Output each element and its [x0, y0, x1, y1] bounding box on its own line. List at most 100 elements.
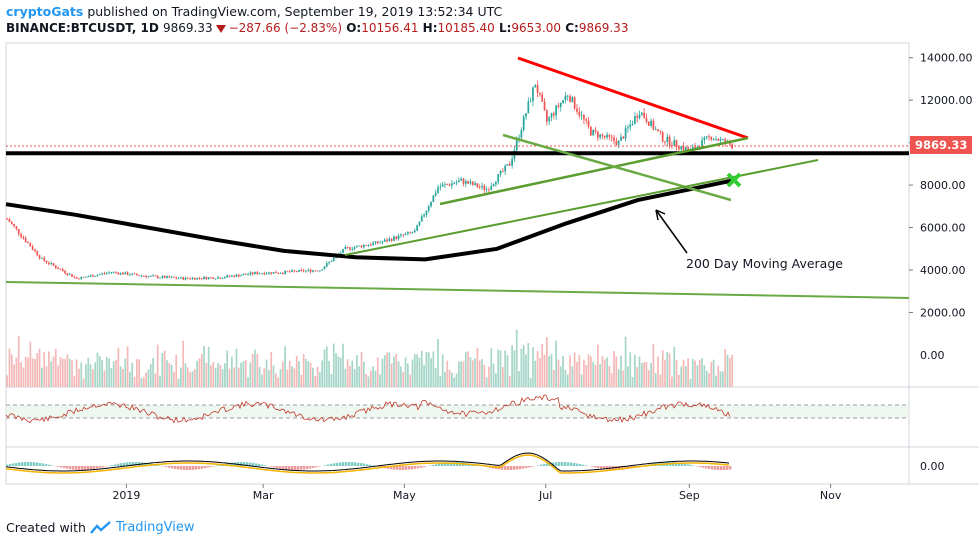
candle-body	[196, 277, 198, 280]
volume-bar	[214, 367, 217, 387]
candle-body	[455, 182, 458, 184]
volume-bar	[302, 353, 305, 387]
volume-bar	[710, 361, 713, 387]
candle-body	[483, 185, 486, 191]
volume-bar	[596, 344, 599, 387]
volume-bar	[515, 329, 518, 387]
candle-body	[490, 186, 493, 190]
candle-body	[369, 244, 372, 246]
macd-hist	[36, 462, 39, 466]
candle-body	[214, 278, 217, 280]
candle-body	[186, 277, 189, 279]
macd-hist	[414, 466, 417, 469]
volume-bar	[645, 361, 648, 387]
candle-body	[504, 165, 507, 172]
candle-body	[388, 238, 391, 242]
tradingview-brand[interactable]: TradingView	[115, 520, 195, 535]
macd-hist	[516, 466, 519, 470]
candle-body	[119, 272, 122, 275]
macd-hist	[366, 464, 369, 466]
ma200-line	[5, 178, 732, 262]
macd-hist	[513, 466, 516, 470]
candle-body	[603, 135, 606, 138]
price-tick-label: 6000.00	[920, 222, 966, 235]
volume-bar	[432, 351, 435, 387]
author-name[interactable]: cryptoGats	[6, 4, 84, 19]
volume-bar	[460, 361, 463, 387]
macd-hist	[66, 466, 69, 469]
volume-bar	[43, 352, 46, 387]
candle-body	[45, 260, 48, 263]
candle-body	[212, 277, 215, 279]
volume-bar	[314, 376, 317, 387]
macd-hist	[726, 466, 729, 470]
volume-bar	[330, 374, 333, 387]
candle-body	[152, 275, 154, 277]
macd-hist	[720, 466, 723, 470]
macd-hist	[18, 462, 21, 466]
macd-hist	[687, 464, 690, 466]
candle-body	[606, 134, 608, 138]
candle-body	[50, 263, 53, 264]
volume-bar	[105, 356, 108, 387]
open-label: O:	[346, 21, 362, 35]
volume-bar	[240, 362, 242, 387]
candle-body	[522, 116, 525, 130]
volume-bar	[536, 350, 539, 387]
macd-hist	[81, 466, 84, 470]
volume-bar	[513, 350, 516, 387]
candle-body	[705, 136, 708, 138]
volume-bar	[224, 363, 226, 387]
volume-bar	[603, 359, 606, 387]
macd-hist	[528, 466, 531, 468]
macd-hist	[78, 466, 81, 470]
candle-body	[634, 116, 636, 124]
low-label: L:	[498, 21, 512, 35]
macd-hist	[111, 465, 114, 466]
candle-body	[54, 265, 57, 268]
volume-bar	[543, 354, 546, 387]
candle-body	[126, 272, 129, 275]
volume-bar	[647, 370, 650, 387]
candle-body	[576, 108, 578, 112]
candle-body	[57, 267, 59, 270]
candle-body	[451, 183, 453, 186]
candle-body	[8, 219, 11, 223]
volume-bar	[446, 360, 449, 387]
volume-bar	[230, 356, 233, 387]
volume-bar	[367, 376, 370, 387]
candle-body	[615, 141, 618, 145]
macd-hist	[684, 463, 687, 466]
candle-body	[191, 277, 194, 279]
volume-bar	[142, 377, 145, 387]
volume-bar	[344, 368, 347, 387]
volume-bar	[270, 351, 273, 387]
volume-bar	[659, 374, 662, 387]
volume-bar	[180, 367, 182, 387]
candle-body	[564, 95, 567, 101]
volume-bar	[680, 366, 683, 387]
volume-bar	[200, 354, 203, 387]
candle-body	[432, 195, 435, 203]
candle-body	[129, 274, 131, 276]
volume-bar	[390, 363, 393, 387]
price-tick-label: 2000.00	[920, 306, 966, 319]
volume-bar	[439, 376, 442, 387]
volume-bar	[50, 361, 53, 387]
volume-tick-label: 0.00	[920, 349, 945, 362]
candle-body	[444, 184, 446, 186]
macd-hist	[264, 465, 267, 466]
volume-bar	[189, 372, 192, 387]
macd-hist	[408, 466, 411, 470]
candle-body	[256, 272, 259, 275]
candle-body	[678, 147, 680, 150]
macd-hist	[618, 466, 621, 470]
candle-body	[43, 257, 46, 261]
signal-line	[5, 454, 730, 474]
macd-hist	[51, 465, 54, 466]
resistance-trendline	[517, 56, 749, 140]
volume-bar	[59, 357, 62, 387]
candle-body	[226, 275, 229, 278]
macd-hist	[585, 465, 588, 466]
